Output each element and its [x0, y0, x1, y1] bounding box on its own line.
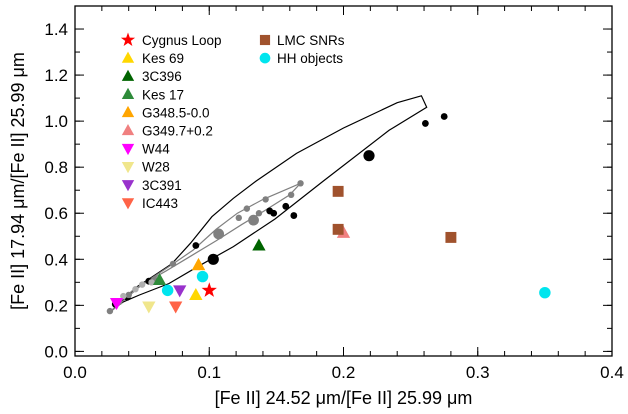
legend-label-g349-7-0-2: G349.7+0.2: [142, 124, 213, 139]
model-point: [290, 212, 298, 219]
model-point: [148, 279, 155, 286]
legend-marker-g348-5-0-0: [121, 105, 135, 118]
legend-label-ic443: IC443: [142, 196, 178, 211]
legend-marker-cygnus-loop: [120, 32, 136, 46]
legend-label-lmc-snrs: LMC SNRs: [277, 33, 345, 48]
y-axis-label: [Fe II] 17.94 μm/[Fe II] 25.99 μm: [8, 52, 28, 310]
legend-label-g348-5-0-0: G348.5-0.0: [142, 105, 210, 120]
model-point: [235, 214, 242, 222]
x-tick-label: 0.3: [466, 363, 490, 382]
model-point: [125, 291, 132, 299]
point-ic443: [169, 301, 183, 314]
model-point: [270, 209, 278, 217]
point-kes-17: [152, 273, 167, 286]
point-lmc-snrs: [332, 223, 344, 235]
legend-label-3c391: 3C391: [142, 178, 182, 193]
model-point: [297, 180, 304, 187]
legend-marker-ic443: [121, 198, 135, 210]
axis-ticks: 0.0 0.1 0.2 0.3 0.4 0.0 0.2 0.4 0.6 0.8 1.0 1.2 1.4: [44, 5, 624, 382]
legend-marker-w44: [121, 143, 135, 156]
model-point: [120, 292, 127, 300]
legend-label-w44: W44: [142, 142, 170, 157]
x-tick-label: 0.0: [63, 363, 87, 382]
observed-points: [109, 185, 551, 314]
y-tick-label: 0.8: [44, 158, 68, 177]
y-tick-label: 0.2: [44, 296, 68, 315]
y-tick-label: 0.0: [44, 342, 68, 361]
point-kes-69: [189, 287, 203, 301]
legend-label-kes-69: Kes 69: [142, 51, 184, 66]
legend-marker-hh-objects: [259, 52, 271, 64]
model-point: [169, 260, 177, 268]
model-point: [248, 214, 259, 226]
model-point: [363, 150, 375, 162]
legend-marker-3c396: [121, 69, 135, 81]
legend-marker-3c391: [121, 180, 135, 192]
model-point: [213, 228, 225, 240]
model-point: [421, 120, 429, 127]
y-tick-label: 0.4: [44, 250, 68, 269]
point-w28: [142, 301, 156, 314]
point-hh-objects: [196, 270, 209, 283]
model-point: [255, 210, 263, 217]
legend-label-hh-objects: HH objects: [277, 51, 343, 66]
x-tick-label: 0.2: [332, 363, 356, 382]
legend-marker-lmc-snrs: [259, 34, 271, 46]
model-point: [132, 286, 139, 293]
legend: Cygnus Loop Kes 69 3C396 Kes 17 G348.5-0.0 G3…: [120, 32, 345, 211]
legend-marker-kes-17: [121, 87, 135, 99]
y-tick-label: 1.2: [44, 66, 68, 85]
model-point: [440, 113, 448, 120]
point-3c396: [252, 238, 266, 251]
model-point: [262, 196, 269, 203]
model-curve: [109, 182, 301, 313]
model-point: [243, 205, 251, 212]
legend-marker-kes-69: [121, 51, 135, 63]
point-g348-5-0-0: [191, 258, 206, 271]
y-tick-label: 1.4: [44, 20, 68, 39]
model-points: [106, 113, 448, 315]
x-tick-label: 0.1: [197, 363, 221, 382]
point-w44: [109, 297, 124, 311]
legend-label-cygnus-loop: Cygnus Loop: [142, 33, 222, 48]
model-point: [282, 202, 290, 210]
model-point: [207, 253, 219, 265]
x-tick-label: 0.4: [600, 363, 624, 382]
model-point: [138, 281, 146, 288]
point-lmc-snrs: [332, 185, 344, 197]
point-3c391: [173, 285, 187, 298]
legend-label-kes-17: Kes 17: [142, 87, 184, 102]
point-hh-objects: [539, 286, 551, 299]
model-point: [106, 307, 114, 315]
model-point: [287, 191, 295, 199]
point-lmc-snrs: [445, 231, 457, 243]
y-tick-label: 0.6: [44, 204, 68, 223]
x-axis-label: [Fe II] 24.52 μm/[Fe II] 25.99 μm: [215, 388, 473, 408]
legend-label-w28: W28: [142, 160, 170, 175]
point-cygnus-loop: [201, 282, 217, 297]
point-hh-objects: [161, 284, 174, 297]
legend-marker-w28: [121, 162, 135, 174]
legend-marker-g349-7-0-2: [121, 124, 135, 136]
model-point: [192, 242, 200, 249]
y-tick-label: 1.0: [44, 112, 68, 131]
legend-label-3c396: 3C396: [142, 69, 182, 84]
